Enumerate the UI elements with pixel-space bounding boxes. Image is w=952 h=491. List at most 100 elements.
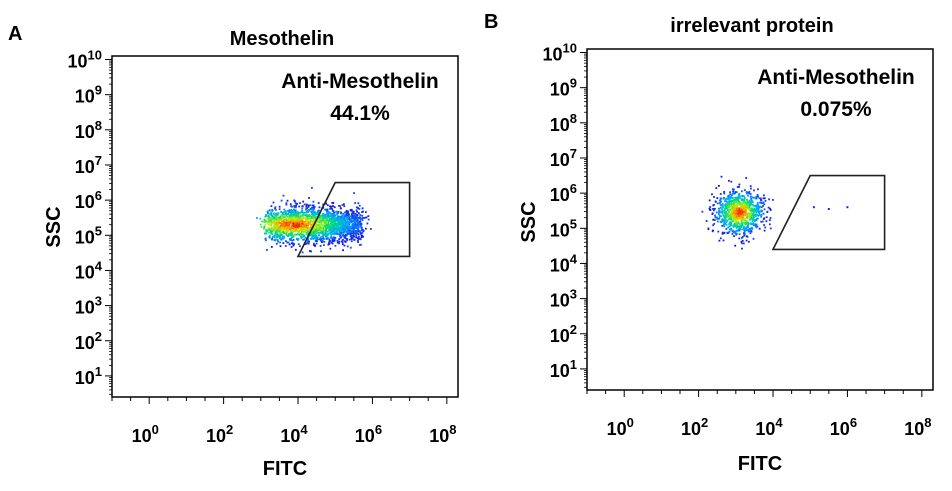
event-point (320, 221, 322, 224)
event-point (746, 229, 749, 231)
event-point (763, 203, 766, 206)
event-point (741, 211, 744, 214)
event-point (268, 236, 271, 239)
event-point (344, 211, 346, 214)
event-point (741, 215, 743, 218)
event-point (743, 222, 746, 225)
event-point (273, 235, 276, 237)
event-point (357, 230, 359, 233)
event-point (290, 237, 292, 240)
event-point (312, 237, 315, 240)
event-point (265, 230, 268, 232)
event-point (290, 234, 293, 237)
plot-frame-b (586, 48, 934, 391)
event-point (344, 215, 347, 218)
event-point (732, 215, 735, 218)
event-point (339, 211, 342, 214)
event-point (357, 229, 360, 231)
event-point (725, 215, 728, 218)
event-point (265, 232, 268, 235)
event-point (347, 221, 350, 223)
event-point (741, 190, 743, 193)
event-point (313, 211, 316, 214)
event-point (316, 225, 318, 228)
event-point (335, 222, 337, 225)
event-point (286, 215, 289, 218)
event-point (355, 234, 358, 237)
event-point (328, 218, 331, 221)
event-point (346, 210, 349, 213)
event-point (287, 235, 289, 237)
event-point (311, 225, 314, 227)
event-point (812, 206, 815, 209)
event-point (342, 233, 345, 236)
event-point (302, 212, 305, 215)
event-point (304, 223, 307, 225)
event-point (743, 229, 746, 232)
event-point (748, 208, 751, 211)
event-point (262, 220, 265, 223)
event-point (325, 215, 328, 218)
event-point (291, 232, 294, 235)
event-point (303, 230, 306, 233)
event-point (350, 227, 353, 230)
event-point (346, 217, 349, 220)
event-point (724, 204, 727, 206)
event-point (261, 220, 263, 223)
event-point (351, 212, 353, 215)
event-point (342, 212, 345, 215)
tick-mantissa: 10 (75, 333, 95, 353)
event-point (317, 224, 320, 227)
event-point (296, 220, 299, 222)
event-point (332, 210, 335, 212)
event-point (325, 233, 328, 236)
event-point (351, 232, 353, 234)
event-point (341, 204, 344, 206)
event-point (738, 225, 740, 228)
event-point (736, 214, 739, 217)
event-point (313, 220, 316, 222)
event-point (294, 218, 296, 220)
event-point (751, 220, 754, 222)
event-point (720, 175, 723, 178)
event-point (301, 236, 304, 238)
event-point (301, 207, 304, 210)
event-point (277, 222, 279, 225)
event-point (361, 211, 363, 213)
event-point (287, 241, 290, 244)
event-point (356, 211, 358, 213)
event-point (336, 226, 339, 229)
tick-mantissa: 10 (550, 255, 570, 275)
tick-mantissa: 10 (550, 220, 570, 240)
event-point (313, 206, 316, 208)
event-point (327, 219, 330, 222)
event-point (749, 202, 752, 205)
event-point (291, 229, 294, 231)
x-axis-a: 100 102 104 106 108 (111, 397, 456, 446)
event-point (362, 217, 365, 219)
event-point (732, 190, 734, 193)
event-point (330, 233, 333, 236)
event-point (743, 199, 745, 202)
event-point (349, 227, 352, 230)
event-point (730, 209, 733, 212)
event-point (351, 225, 354, 228)
event-point (316, 213, 318, 215)
event-point (293, 222, 296, 225)
event-point (749, 195, 752, 198)
event-point (722, 206, 725, 209)
event-point (730, 227, 732, 230)
event-point (731, 188, 734, 191)
event-point (725, 207, 728, 210)
event-point (349, 225, 352, 228)
event-point (301, 222, 304, 225)
event-point (752, 217, 755, 220)
event-point (746, 226, 749, 228)
event-point (723, 192, 726, 195)
event-point (738, 209, 741, 212)
event-point (341, 243, 344, 245)
event-point (332, 217, 335, 219)
event-point (330, 235, 332, 238)
event-point (743, 227, 745, 229)
event-point (759, 201, 761, 204)
